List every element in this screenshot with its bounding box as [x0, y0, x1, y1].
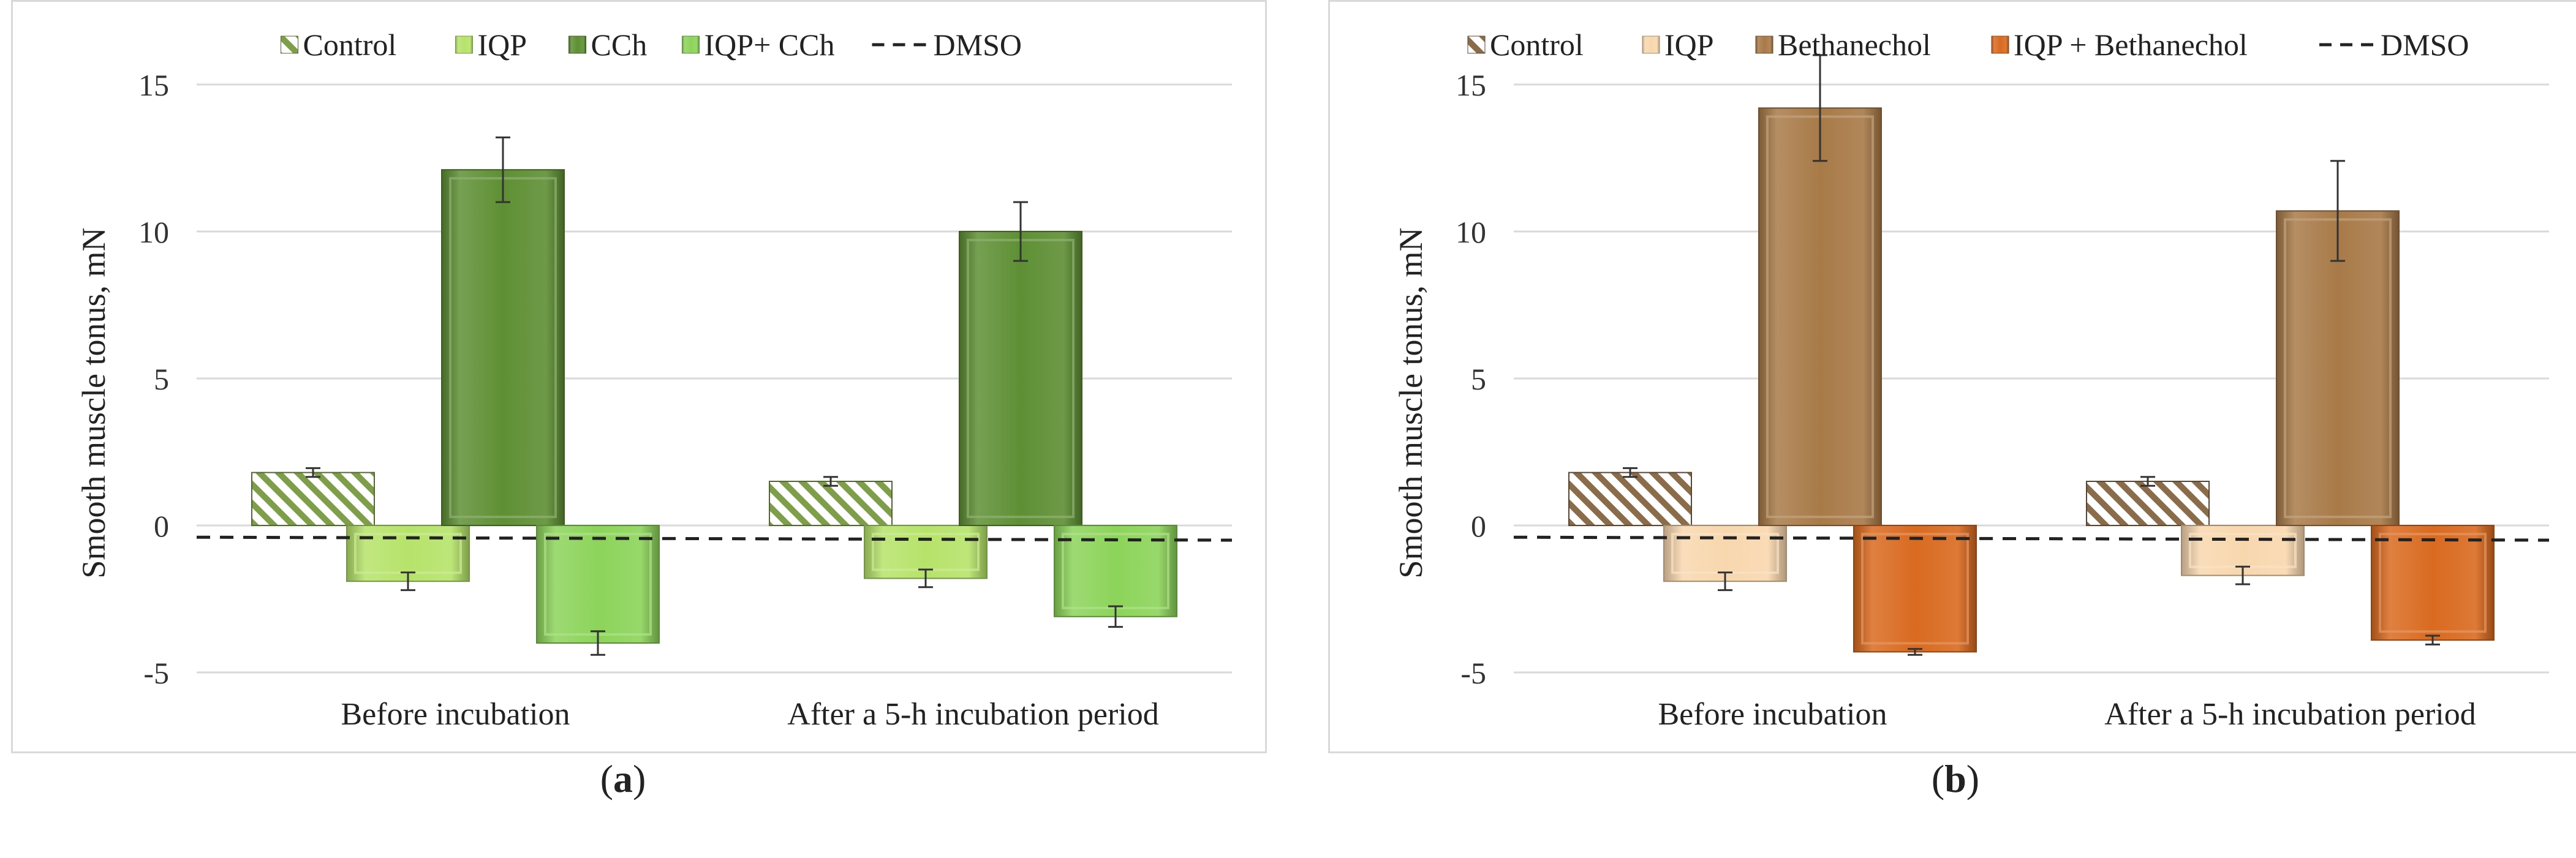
caption-a: (a): [600, 757, 646, 800]
error-bar: [1108, 605, 1123, 628]
error-bar: [1013, 201, 1028, 262]
svg-text:IQP + Bethanechol: IQP + Bethanechol: [2014, 28, 2248, 62]
caption-a-label: a: [613, 757, 633, 800]
legend-item-control: Control: [1467, 28, 1584, 62]
y-axis-label: Smooth muscle tonus, mN: [75, 227, 112, 578]
y-tick-label: 10: [138, 215, 169, 249]
error-bar: [1813, 54, 1827, 162]
y-tick-label: 15: [1456, 68, 1486, 102]
error-bar: [2235, 565, 2250, 585]
error-bar: [823, 476, 838, 487]
svg-text:CCh: CCh: [591, 28, 648, 62]
y-tick-label: -5: [143, 656, 169, 690]
bar-cch-1: [959, 231, 1082, 526]
error-bar: [918, 568, 933, 589]
x-category-label: After a 5-h incubation period: [787, 697, 1158, 732]
legend-item-iqp: IQP: [455, 28, 527, 62]
bar-bethanechol-0: [1758, 107, 1882, 526]
bar-control-0: [1568, 472, 1692, 526]
bar-iqp-cch-0: [536, 525, 660, 644]
error-bar: [2330, 160, 2345, 262]
chart-a: -5 0 5 10 15 Smooth muscle tonus, mN Before in…: [75, 28, 1233, 732]
bar-iqp-bethanechol-0: [1853, 525, 1977, 653]
bar-bevel: [1861, 533, 1969, 645]
caption-b: (b): [1931, 757, 1980, 800]
legend-item-iqp-bethanechol: IQP + Bethanechol: [1991, 28, 2248, 62]
error-bar: [1623, 467, 1637, 478]
legend-item-control: Control: [281, 28, 397, 62]
legend-item-iqp-cch: IQP+ CCh: [682, 28, 835, 62]
chart-panel-a: -5 0 5 10 15 Smooth muscle tonus, mN Before in…: [11, 0, 1267, 753]
y-tick-label: 0: [1471, 509, 1486, 543]
dmso-reference-line: [196, 535, 1233, 542]
y-axis-label: Smooth muscle tonus, mN: [1392, 227, 1429, 578]
bar-iqp-bethanechol-1: [2371, 525, 2495, 641]
bar-control-0: [251, 472, 375, 526]
y-tick-label: -5: [1460, 656, 1486, 690]
bar-bevel: [2379, 533, 2487, 633]
svg-text:DMSO: DMSO: [934, 28, 1022, 62]
error-bar: [306, 467, 320, 478]
y-tick-label: 5: [1471, 362, 1486, 396]
error-bar: [2140, 476, 2155, 487]
y-tick-label: 10: [1456, 215, 1486, 249]
legend-item-bethanechol: Bethanechol: [1755, 28, 1931, 62]
caption-b-label: b: [1944, 757, 1966, 800]
bar-control-1: [2086, 481, 2210, 526]
legend-item-iqp: IQP: [1642, 28, 1714, 62]
error-bar: [496, 136, 510, 203]
error-bar: [1718, 571, 1732, 592]
error-bar: [591, 630, 605, 656]
chart-panel-b: -5 0 5 10 15 Smooth muscle tonus, mN Before in…: [1328, 0, 2576, 753]
svg-text:IQP: IQP: [1664, 28, 1714, 62]
svg-text:Bethanechol: Bethanechol: [1778, 28, 1931, 62]
error-bar: [1908, 648, 1922, 656]
svg-text:Control: Control: [303, 28, 397, 62]
bar-control-1: [769, 481, 893, 526]
x-category-label: After a 5-h incubation period: [2104, 697, 2476, 732]
svg-text:DMSO: DMSO: [2381, 28, 2469, 62]
x-category-label: Before incubation: [1658, 697, 1887, 732]
svg-text:IQP: IQP: [478, 28, 527, 62]
svg-text:Control: Control: [1490, 28, 1584, 62]
y-tick-label: 15: [138, 68, 169, 102]
bar-cch-0: [441, 169, 565, 526]
y-tick-label: 5: [154, 362, 169, 396]
error-bar: [401, 571, 415, 592]
dmso-reference-line: [1513, 535, 2550, 542]
x-category-label: Before incubation: [341, 697, 570, 732]
y-tick-label: 0: [154, 509, 169, 543]
error-bar: [2425, 634, 2440, 645]
svg-text:IQP+ CCh: IQP+ CCh: [704, 28, 835, 62]
chart-b: -5 0 5 10 15 Smooth muscle tonus, mN Before in…: [1392, 28, 2550, 732]
legend-item-dmso: DMSO: [872, 28, 1022, 62]
legend-item-dmso: DMSO: [2319, 28, 2469, 62]
legend-item-cch: CCh: [568, 28, 648, 62]
bar-bethanechol-1: [2276, 210, 2400, 526]
